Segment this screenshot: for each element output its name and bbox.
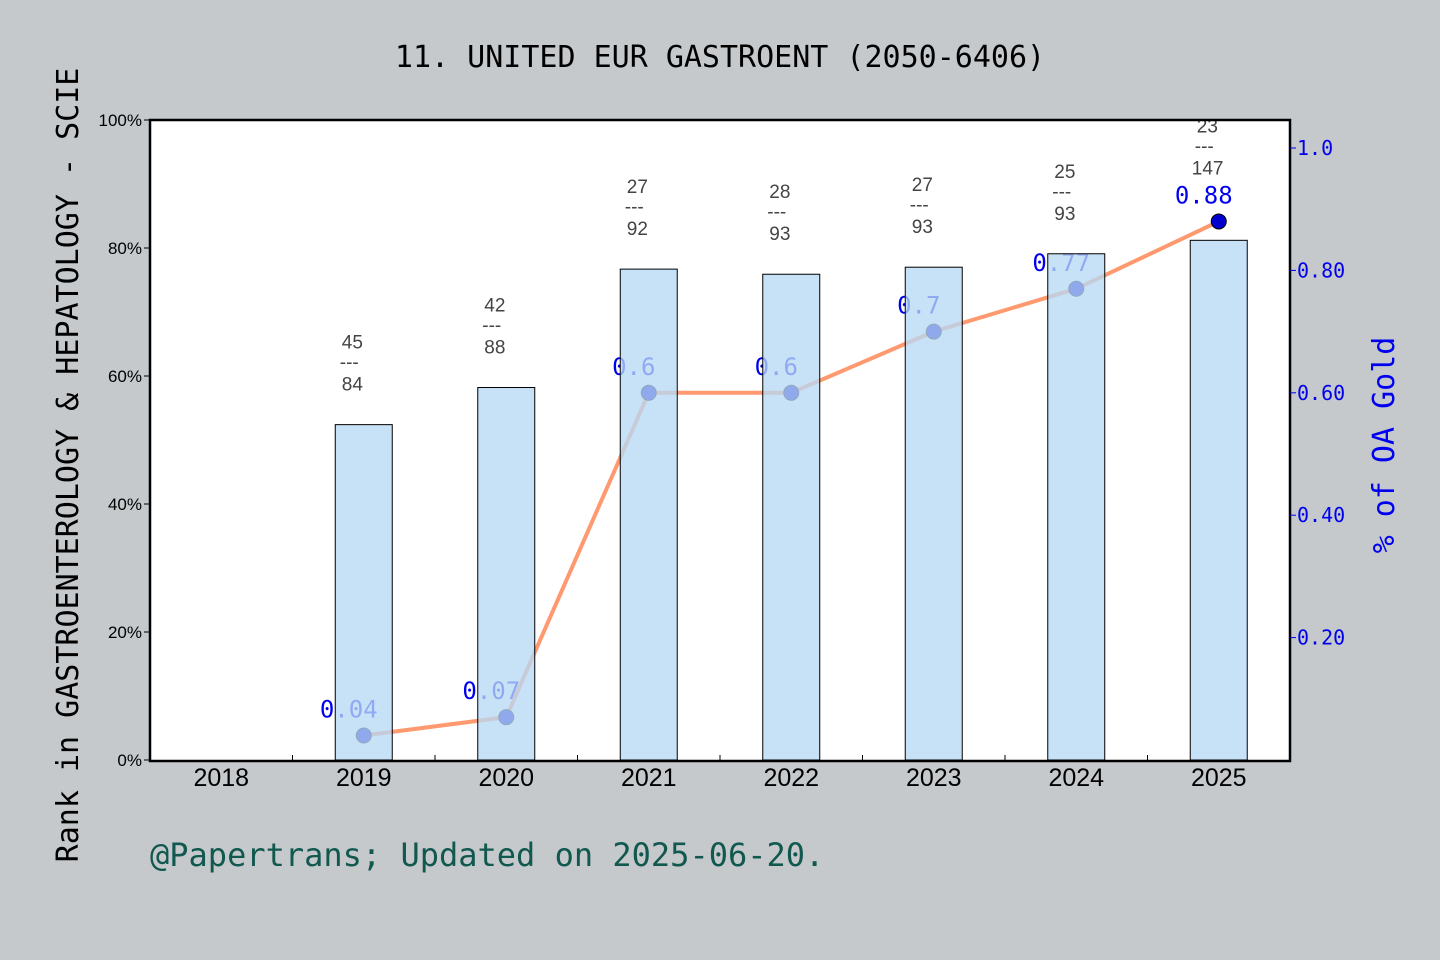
rank-divider: --- bbox=[340, 353, 359, 374]
y2-tick-label: 0.80 bbox=[1297, 258, 1345, 282]
bar-layer bbox=[334, 239, 1248, 761]
rank-total: 93 bbox=[769, 224, 790, 245]
rank-total: 147 bbox=[1192, 158, 1224, 179]
label-layer: 45---8442---8827---9228---9327---9325---… bbox=[340, 116, 1224, 395]
rank-bar bbox=[762, 273, 821, 761]
x-tick-label: 2024 bbox=[1048, 764, 1104, 792]
y-tick-label: 40% bbox=[108, 495, 142, 514]
y2-tick-label: 0.20 bbox=[1297, 626, 1345, 650]
rank-number: 27 bbox=[912, 175, 933, 196]
rank-divider: --- bbox=[482, 316, 501, 337]
x-tick-label: 2021 bbox=[621, 764, 677, 792]
chart-title: 11. UNITED EUR GASTROENT (2050-6406) bbox=[395, 40, 1045, 75]
x-tick-label: 2023 bbox=[906, 764, 962, 792]
rank-number: 28 bbox=[769, 182, 790, 203]
plot-frame bbox=[148, 118, 1292, 763]
rank-number: 25 bbox=[1054, 162, 1075, 183]
x-tick-label: 2018 bbox=[193, 764, 249, 792]
rank-total: 84 bbox=[342, 375, 364, 396]
y-tick-label: 0% bbox=[117, 751, 142, 770]
rank-divider: --- bbox=[1195, 136, 1214, 157]
y-tick-label: 20% bbox=[108, 623, 142, 642]
rank-total: 93 bbox=[1054, 204, 1075, 225]
rank-total: 92 bbox=[627, 219, 648, 240]
rank-total: 93 bbox=[912, 217, 933, 238]
y-tick-label: 60% bbox=[108, 367, 142, 386]
rank-number: 23 bbox=[1197, 116, 1218, 137]
rank-bar bbox=[1189, 239, 1248, 761]
y2-tick-label: 0.40 bbox=[1297, 503, 1345, 527]
rank-bar bbox=[334, 424, 393, 761]
x-tick-label: 2019 bbox=[336, 764, 392, 792]
rank-bar bbox=[619, 268, 678, 761]
oa-gold-marker bbox=[1210, 213, 1227, 230]
y-axis-label: Rank in GASTROENTEROLOGY & HEPATOLOGY - … bbox=[51, 68, 86, 863]
rank-number: 27 bbox=[627, 177, 648, 198]
rank-divider: --- bbox=[910, 195, 929, 216]
y2-tick-label: 1.0 bbox=[1297, 136, 1333, 160]
rank-total: 88 bbox=[484, 338, 505, 359]
credit-text: @Papertrans; Updated on 2025-06-20. bbox=[150, 836, 824, 874]
y2-axis-label: % of OA Gold bbox=[1367, 337, 1402, 554]
rank-divider: --- bbox=[1052, 182, 1071, 203]
rank-bar bbox=[904, 266, 963, 761]
x-tick-label: 2020 bbox=[478, 764, 534, 792]
x-tick-label: 2022 bbox=[763, 764, 819, 792]
rank-bar bbox=[1047, 253, 1106, 761]
y-tick-label: 80% bbox=[108, 239, 142, 258]
x-tick-label: 2025 bbox=[1191, 764, 1247, 792]
axis-layer: 0% 20% 40% 60% 80% 100% 0.20 0.40 0.60 0.80 1.0 201… bbox=[99, 111, 1346, 792]
rank-number: 45 bbox=[342, 333, 363, 354]
rank-number: 42 bbox=[484, 296, 505, 317]
y-tick-label: 100% bbox=[99, 111, 142, 130]
rank-divider: --- bbox=[625, 197, 644, 218]
rank-bar bbox=[477, 387, 536, 761]
oa-gold-label: 0.88 bbox=[1175, 181, 1233, 209]
rank-divider: --- bbox=[767, 202, 786, 223]
y2-tick-label: 0.60 bbox=[1297, 381, 1345, 405]
plot-area bbox=[150, 120, 1290, 761]
